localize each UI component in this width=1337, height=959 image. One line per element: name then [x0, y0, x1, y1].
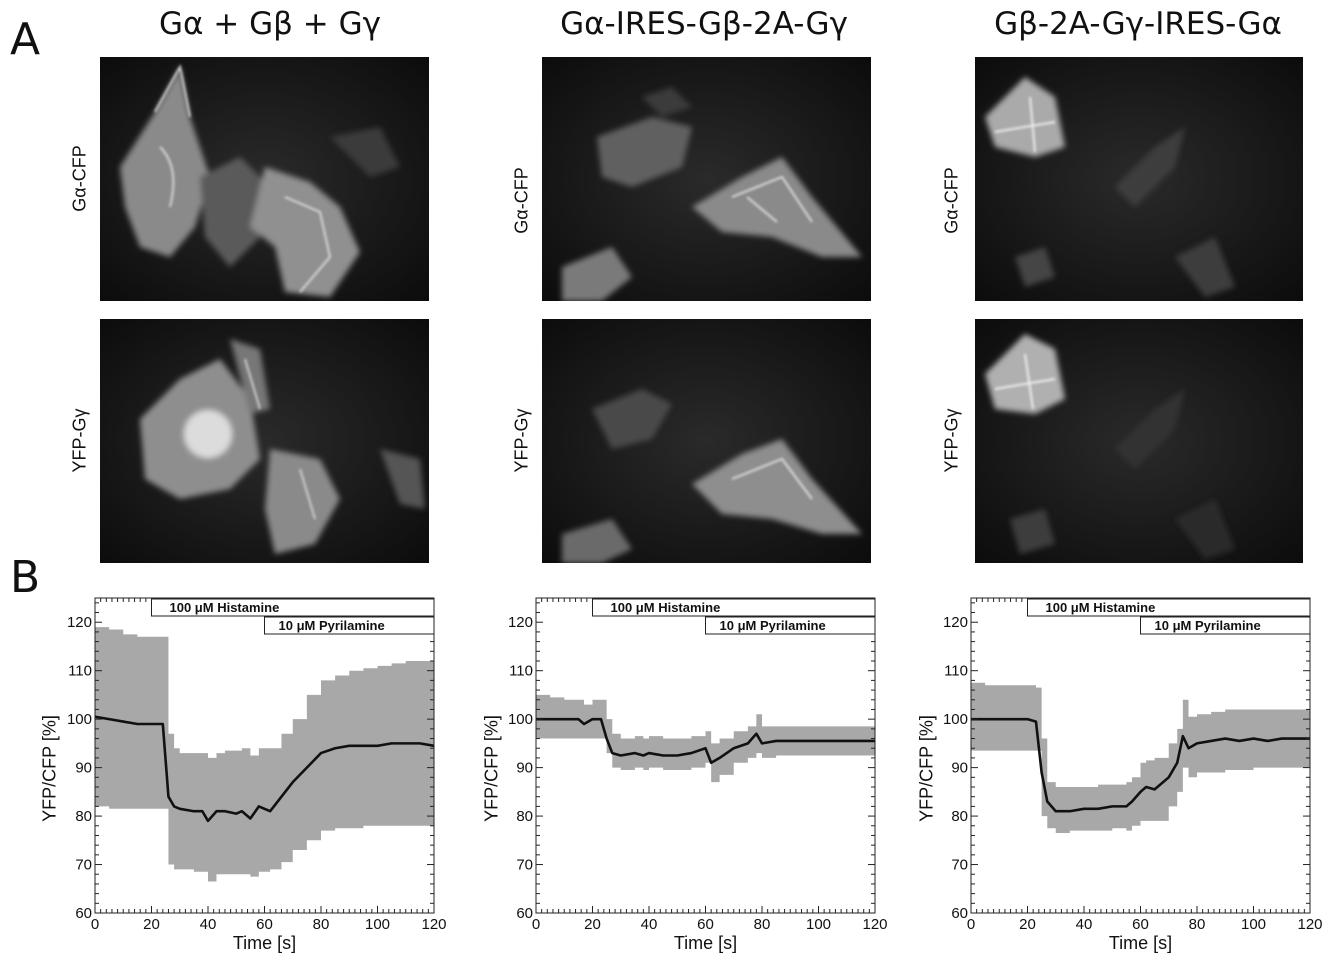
chart-3-xlabel: Time [s]: [1109, 933, 1172, 953]
chart-3-ylabel: YFP/CFP [%]: [916, 715, 937, 822]
chart-3-xtick-label: 100: [1241, 916, 1266, 933]
chart-3-treatment-bar-1: [1027, 598, 1311, 617]
chart-2-error-band: [536, 694, 875, 783]
micrograph-cfp-2: [542, 57, 871, 301]
chart-2-ytick-label: 80: [516, 808, 533, 825]
chart-2-ytick-label: 70: [516, 857, 533, 874]
micrograph-cfp-1: [100, 57, 429, 301]
chart-2-xlabel: Time [s]: [674, 933, 737, 953]
chart-2-treatment-label-1: 100 μM Histamine: [611, 600, 721, 615]
chart-1-treatment-label-1: 100 μM Histamine: [170, 600, 280, 615]
micrograph-cfp-3: [975, 57, 1303, 301]
panel-label-b: B: [10, 552, 41, 603]
chart-3-treatment-label-2: 10 μM Pyrilamine: [1155, 618, 1261, 633]
chart-2-ytick-label: 60: [516, 905, 533, 922]
chart-1-xtick-label: 0: [91, 916, 99, 933]
chart-1-ytick-label: 60: [75, 905, 92, 922]
chart-2-ytick-label: 120: [508, 614, 533, 631]
row-label-yfp-3: YFP-Gγ: [941, 408, 962, 473]
chart-1-xlabel: Time [s]: [233, 933, 296, 953]
chart-1-xtick-label: 80: [313, 916, 330, 933]
micrograph-yfp-1: [100, 319, 429, 563]
chart-3-svg: 60 70 80 90 100 110 120 0 20 40 60 80 100 120 Time [s]…: [943, 597, 1323, 953]
chart-1-ytick-label: 110: [68, 663, 92, 680]
chart-3-treatment-label-1: 100 μM Histamine: [1046, 600, 1156, 615]
chart-3-xtick-label: 120: [1297, 916, 1322, 933]
chart-2: 60 70 80 90 100 110 120 0 20 40 60 80 100 120 Time [s]…: [508, 597, 888, 953]
chart-1-treatment-bar-1: [151, 598, 435, 617]
chart-3-ytick-label: 110: [944, 663, 968, 680]
chart-3-ytick-label: 70: [951, 857, 968, 874]
chart-2-xtick-label: 40: [641, 916, 658, 933]
chart-2-xtick-label: 80: [754, 916, 771, 933]
row-label-cfp-3: Gα-CFP: [941, 167, 962, 234]
chart-1-xtick-label: 60: [256, 916, 273, 933]
chart-3-ytick-label: 60: [951, 905, 968, 922]
chart-3-ytick-label: 120: [943, 614, 968, 631]
chart-3-xtick-label: 40: [1076, 916, 1093, 933]
chart-1: 60 70 80 90 100 110 120 0 20 40 60 80 100 120 Time [s]…: [67, 597, 447, 953]
chart-2-treatment-bar-2: [705, 616, 876, 635]
chart-1-ytick-label: 120: [67, 614, 92, 631]
chart-2-treatment-bar-1: [592, 598, 876, 617]
chart-3-treatment-bar-2: [1140, 616, 1311, 635]
chart-1-xtick-label: 20: [143, 916, 160, 933]
chart-1-svg: 60 70 80 90 100 110 120 0 20 40 60 80 100 120 Time [s]…: [67, 597, 447, 953]
chart-2-xtick-label: 60: [697, 916, 714, 933]
row-label-yfp-1: YFP-Gγ: [69, 408, 90, 473]
row-label-cfp-1: Gα-CFP: [69, 145, 90, 212]
chart-2-ytick-label: 90: [516, 760, 533, 777]
chart-3: 60 70 80 90 100 110 120 0 20 40 60 80 100 120 Time [s]…: [943, 597, 1323, 953]
chart-3-ytick-label: 90: [951, 760, 968, 777]
chart-3-xtick-label: 60: [1132, 916, 1149, 933]
chart-2-xtick-label: 120: [862, 916, 887, 933]
chart-1-ytick-label: 100: [67, 711, 92, 728]
chart-3-error-band: [971, 682, 1310, 834]
chart-1-ytick-label: 90: [75, 760, 92, 777]
row-label-yfp-2: YFP-Gγ: [511, 408, 532, 473]
chart-1-treatment-bar-2: [264, 616, 435, 635]
chart-3-xtick-label: 80: [1189, 916, 1206, 933]
chart-2-treatment-label-2: 10 μM Pyrilamine: [720, 618, 826, 633]
chart-1-mean-line: [94, 715, 435, 823]
chart-2-ylabel: YFP/CFP [%]: [481, 715, 502, 822]
chart-2-ytick-label: 110: [509, 663, 533, 680]
chart-1-error-band: [95, 627, 434, 882]
chart-1-xtick-label: 120: [421, 916, 446, 933]
panel-label-a: A: [10, 14, 41, 65]
chart-3-ytick-label: 80: [951, 808, 968, 825]
micrograph-yfp-3: [975, 319, 1303, 563]
chart-3-xtick-label: 0: [967, 916, 975, 933]
micrograph-yfp-2: [542, 319, 871, 563]
chart-2-xtick-label: 20: [584, 916, 601, 933]
chart-2-ytick-label: 100: [508, 711, 533, 728]
chart-3-xtick-label: 20: [1019, 916, 1036, 933]
chart-1-ytick-label: 70: [75, 857, 92, 874]
chart-1-ytick-label: 80: [75, 808, 92, 825]
row-label-cfp-2: Gα-CFP: [511, 167, 532, 234]
chart-1-ylabel: YFP/CFP [%]: [39, 715, 60, 822]
chart-3-mean-line: [971, 717, 1310, 813]
chart-2-svg: 60 70 80 90 100 110 120 0 20 40 60 80 100 120 Time [s]…: [508, 597, 888, 953]
column-title-1: Gα + Gβ + Gγ: [159, 6, 381, 42]
chart-1-treatment-label-2: 10 μM Pyrilamine: [279, 618, 385, 633]
chart-1-xtick-label: 100: [365, 916, 390, 933]
chart-2-xtick-label: 100: [806, 916, 831, 933]
column-title-3: Gβ-2A-Gγ-IRES-Gα: [994, 6, 1282, 42]
column-title-2: Gα-IRES-Gβ-2A-Gγ: [560, 6, 848, 42]
chart-3-ytick-label: 100: [943, 711, 968, 728]
chart-2-xtick-label: 0: [532, 916, 540, 933]
chart-2-mean-line: [536, 717, 875, 765]
chart-1-xtick-label: 40: [200, 916, 217, 933]
